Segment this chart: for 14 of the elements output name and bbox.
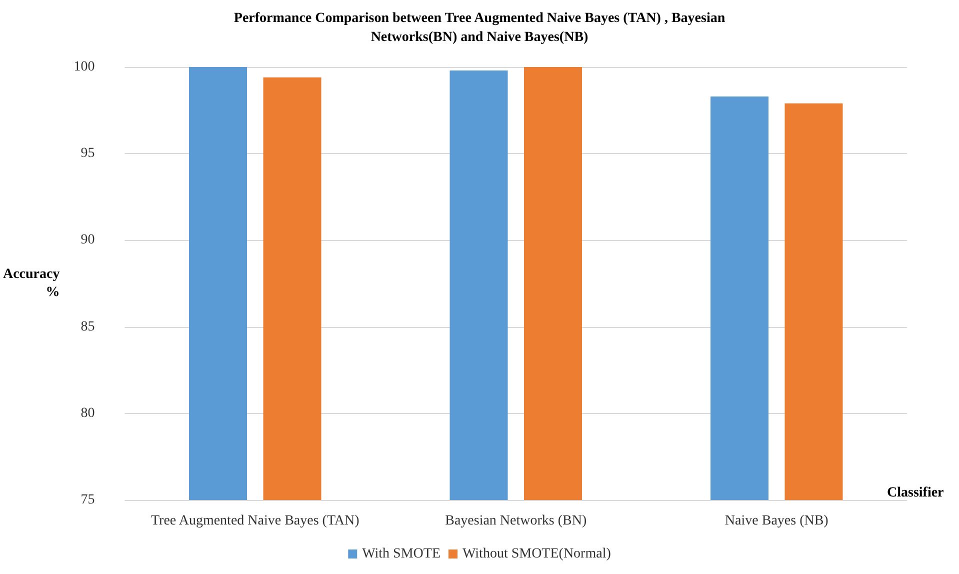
y-tick-label: 100 bbox=[74, 60, 95, 74]
y-tick-label: 90 bbox=[80, 232, 95, 248]
y-tick-label: 75 bbox=[80, 492, 95, 508]
y-axis-title: Accuracy % bbox=[2, 267, 60, 300]
legend-label: With SMOTE bbox=[362, 546, 441, 562]
x-tick-label: Naive Bayes (NB) bbox=[724, 514, 829, 528]
legend-label: Without SMOTE(Normal) bbox=[462, 546, 612, 562]
x-tick-label: Tree Augmented Naive Bayes (TAN) bbox=[150, 514, 360, 528]
x-axis-title: Classifier bbox=[887, 486, 944, 500]
chart-title: Performance Comparison between Tree Augmented Naive Bayes (TAN) , Bayesian Networks(BN) and Naive Bayes(NB) bbox=[234, 11, 726, 45]
y-tick-label: 80 bbox=[80, 406, 95, 421]
y-tick-label: 95 bbox=[80, 146, 95, 162]
x-tick-label: Bayesian Networks (BN) bbox=[445, 514, 587, 528]
y-tick-label: 85 bbox=[80, 319, 95, 334]
